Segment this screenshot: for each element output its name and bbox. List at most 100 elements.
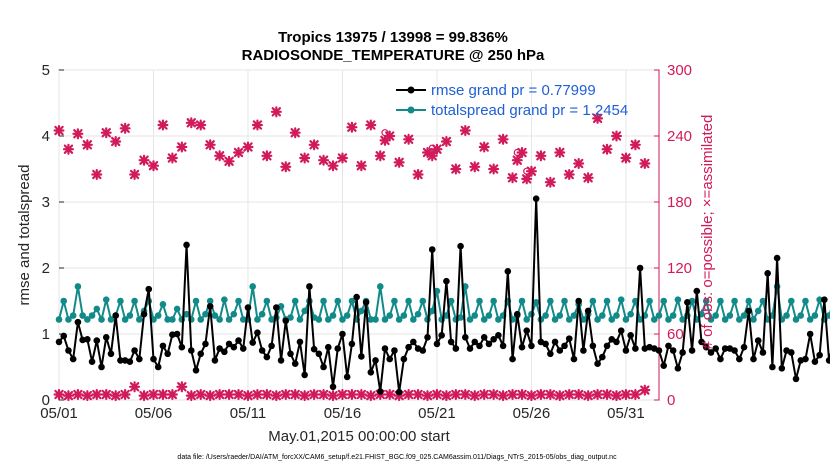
- obs-assimilated-marker-low: [53, 389, 65, 400]
- obs-assimilated-marker: [379, 134, 391, 146]
- obs-assimilated-marker: [563, 169, 575, 180]
- rmse-point: [599, 353, 606, 361]
- obs-assimilated-marker-low: [592, 389, 604, 400]
- totalspread-point: [131, 297, 138, 305]
- x-axis-ticks: 05/01 05/06 05/11 05/16 05/21 05/26 05/31: [40, 395, 645, 422]
- totalspread-point: [414, 310, 422, 318]
- totalspread-point: [358, 307, 365, 315]
- left-y-tick-label: 2: [42, 260, 50, 277]
- rmse-point: [258, 347, 266, 354]
- obs-assimilated-marker-low: [81, 390, 93, 402]
- obs-assimilated-marker: [488, 163, 500, 175]
- totalspread-point: [556, 312, 564, 319]
- rmse-point: [424, 334, 431, 341]
- right-y-tick-label: 0: [667, 392, 675, 409]
- rmse-point: [764, 269, 771, 277]
- right-y-tick-label: 120: [667, 260, 692, 277]
- obs-assimilated-marker: [223, 155, 235, 167]
- legend-label-rmse: rmse grand pr = 0.77999: [431, 82, 596, 99]
- totalspread-point: [787, 297, 795, 305]
- obs-assimilated-marker: [204, 139, 216, 151]
- totalspread-point: [287, 314, 294, 321]
- totalspread-point: [518, 297, 526, 305]
- totalspread-point: [636, 316, 644, 323]
- totalspread-point: [221, 296, 228, 303]
- obs-assimilated-marker: [91, 169, 103, 180]
- totalspread-point: [679, 316, 686, 323]
- obs-assimilated-marker-low: [384, 389, 396, 400]
- obs-assimilated-marker-low: [544, 389, 556, 400]
- totalspread-point: [650, 316, 658, 323]
- rmse-point: [154, 363, 162, 371]
- rmse-point: [759, 349, 767, 356]
- rmse-point: [509, 355, 516, 363]
- legend: rmse grand pr = 0.77999 totalspread gran…: [396, 82, 628, 119]
- totalspread-point: [665, 316, 672, 323]
- rmse-point: [561, 342, 568, 350]
- x-tick-label: 05/01: [40, 405, 78, 422]
- totalspread-point: [410, 316, 417, 323]
- totalspread-point: [386, 312, 394, 319]
- totalspread-point: [263, 297, 271, 305]
- totalspread-point: [532, 299, 540, 306]
- rmse-point: [627, 332, 634, 339]
- rmse-point: [211, 357, 219, 364]
- rmse-point: [410, 338, 417, 346]
- rmse-point: [655, 347, 663, 354]
- totalspread-point: [712, 312, 719, 319]
- rmse-point: [183, 241, 190, 249]
- rmse-point: [93, 337, 101, 344]
- rmse-point: [324, 343, 332, 351]
- rmse-point: [551, 338, 559, 346]
- obs-assimilated-marker: [507, 172, 519, 184]
- totalspread-point: [726, 312, 734, 319]
- rmse-point: [433, 340, 441, 348]
- rmse-point: [736, 355, 743, 363]
- obs-assimilated-marker-low: [450, 389, 462, 400]
- rmse-point: [679, 349, 686, 356]
- rmse-point: [282, 317, 290, 325]
- obs-assimilated-marker-low: [610, 390, 622, 402]
- rmse-point: [320, 363, 327, 371]
- rmse-point: [665, 342, 672, 350]
- rmse-point: [636, 264, 644, 272]
- totalspread-point: [93, 305, 101, 313]
- obs-assimilated-marker-low: [318, 389, 330, 400]
- obs-assimilated-marker: [299, 152, 311, 164]
- obs-assimilated-marker: [214, 150, 226, 162]
- totalspread-point: [490, 297, 497, 305]
- obs-assimilated-marker-low: [327, 390, 339, 402]
- rmse-point: [698, 338, 705, 346]
- rmse-point: [594, 360, 601, 368]
- rmse-point: [239, 345, 247, 352]
- obs-assimilated-marker-low: [582, 390, 594, 402]
- rmse-point: [291, 360, 299, 368]
- obs-assimilated-marker-low: [308, 389, 320, 400]
- totalspread-point: [320, 297, 327, 305]
- totalspread-point: [169, 316, 176, 323]
- rmse-point: [438, 332, 445, 339]
- obs-assimilated-marker-low: [629, 389, 641, 400]
- rmse-point: [622, 347, 630, 354]
- rmse-point: [754, 337, 762, 344]
- rmse-point: [376, 388, 384, 395]
- totalspread-point: [589, 297, 597, 305]
- obs-assimilated-marker: [582, 172, 594, 184]
- rmse-point: [769, 363, 776, 371]
- totalspread-point: [523, 316, 531, 323]
- totalspread-point: [565, 316, 573, 323]
- rmse-point: [490, 335, 497, 343]
- rmse-point: [136, 355, 143, 363]
- rmse-point: [674, 365, 682, 372]
- totalspread-point: [570, 312, 578, 319]
- totalspread-point: [239, 316, 247, 323]
- rmse-point: [419, 347, 427, 354]
- obs-assimilated-marker: [639, 158, 651, 169]
- totalspread-point: [485, 312, 493, 319]
- rmse-point: [339, 330, 346, 338]
- rmse-point: [495, 332, 502, 339]
- totalspread-point: [74, 283, 82, 290]
- rmse-point: [778, 365, 786, 372]
- totalspread-point: [296, 316, 304, 323]
